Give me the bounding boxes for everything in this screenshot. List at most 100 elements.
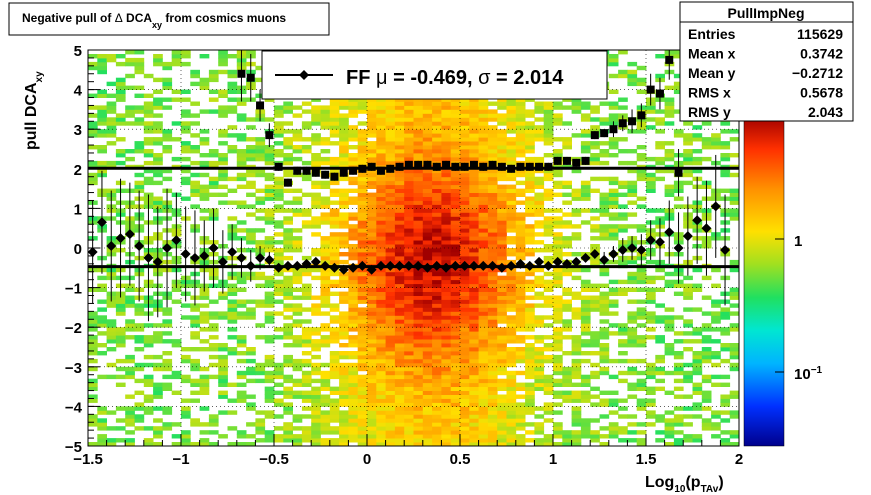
heatmap-cell	[311, 295, 321, 300]
heatmap-cell	[729, 434, 739, 439]
heatmap-cell	[218, 295, 228, 300]
heatmap-cell	[394, 145, 405, 150]
heatmap-cell	[506, 339, 517, 344]
heatmap-cell	[394, 204, 405, 209]
heatmap-cell	[590, 156, 600, 162]
heatmap-cell	[367, 434, 377, 439]
heatmap-cell	[199, 160, 210, 166]
heatmap-cell	[469, 248, 479, 253]
heatmap-cell	[125, 303, 135, 308]
heatmap-cell	[181, 410, 191, 415]
heatmap-cell	[432, 402, 442, 407]
mean-point	[692, 215, 703, 226]
heatmap-cell	[450, 188, 461, 193]
heatmap-cell	[683, 283, 693, 288]
heatmap-cell	[385, 220, 396, 225]
heatmap-cell	[432, 145, 442, 150]
heatmap-cell	[497, 240, 507, 245]
heatmap-cell	[311, 378, 321, 384]
heatmap-cell	[292, 442, 303, 446]
heatmap-cell	[394, 374, 405, 380]
heatmap-cell	[385, 374, 396, 380]
heatmap-cell	[701, 378, 712, 384]
heatmap-cell	[478, 109, 489, 114]
heatmap-cell	[422, 236, 433, 241]
heatmap-cell	[506, 204, 517, 209]
heatmap-cell	[506, 248, 517, 253]
heatmap-cell	[534, 283, 545, 288]
heatmap-cell	[553, 303, 563, 308]
heatmap-cell	[357, 386, 368, 391]
heatmap-cell	[469, 362, 479, 368]
heatmap-cell	[655, 129, 665, 134]
heatmap-cell	[134, 184, 145, 189]
heatmap-cell	[413, 244, 424, 249]
heatmap-cell	[329, 117, 340, 122]
heatmap-cell	[460, 101, 470, 106]
heatmap-cell	[218, 156, 228, 162]
heatmap-cell	[497, 228, 507, 233]
mean-point	[645, 235, 656, 246]
y-tick-label: −2	[65, 320, 82, 337]
heatmap-cell	[97, 406, 107, 411]
heatmap-cell	[134, 180, 145, 186]
heatmap-cell	[171, 374, 182, 380]
heatmap-cell	[274, 382, 284, 387]
heatmap-cell	[320, 117, 331, 122]
heatmap-cell	[385, 422, 396, 427]
heatmap-cell	[683, 291, 693, 296]
heatmap-cell	[506, 303, 517, 308]
heatmap-cell	[441, 319, 452, 324]
heatmap-cell	[553, 279, 563, 285]
heatmap-cell	[246, 172, 256, 178]
heatmap-cell	[590, 351, 600, 356]
heatmap-cell	[646, 362, 656, 368]
heatmap-cell	[487, 331, 498, 336]
heatmap-cell	[236, 228, 247, 233]
heatmap-cell	[404, 224, 414, 229]
heatmap-cell	[683, 438, 693, 443]
heatmap-cell	[673, 351, 684, 356]
heatmap-cell	[478, 303, 489, 308]
heatmap-cell	[469, 212, 479, 217]
heatmap-cell	[357, 200, 368, 205]
heatmap-cell	[487, 117, 498, 122]
heatmap-cell	[534, 414, 545, 419]
heatmap-cell	[534, 204, 545, 209]
heatmap-cell	[692, 358, 703, 364]
stats-label: RMS x	[688, 85, 731, 101]
heatmap-cell	[432, 117, 442, 122]
heatmap-cell	[376, 180, 386, 186]
heatmap-cell	[376, 255, 386, 261]
heatmap-cell	[134, 418, 145, 423]
heatmap-cell	[208, 89, 219, 94]
heatmap-cell	[515, 386, 526, 391]
mean-point	[143, 252, 154, 263]
sigma-point	[386, 164, 395, 173]
heatmap-cell	[525, 386, 535, 391]
heatmap-cell	[376, 430, 386, 435]
heatmap-cell	[534, 101, 545, 106]
heatmap-cell	[394, 232, 405, 237]
heatmap-cell	[339, 200, 349, 205]
heatmap-cell	[394, 105, 405, 110]
heatmap-cell	[385, 212, 396, 217]
heatmap-cell	[460, 283, 470, 288]
heatmap-cell	[432, 362, 442, 368]
heatmap-cell	[394, 279, 405, 285]
y-tick-label: 5	[74, 43, 82, 60]
heatmap-cell	[534, 323, 545, 328]
heatmap-cell	[422, 212, 433, 217]
heatmap-cell	[506, 438, 517, 443]
heatmap-cell	[580, 331, 591, 336]
heatmap-cell	[348, 390, 359, 395]
heatmap-cell	[413, 386, 424, 391]
heatmap-cell	[720, 442, 731, 446]
heatmap-cell	[385, 172, 396, 178]
heatmap-cell	[283, 216, 293, 221]
heatmap-cell	[469, 410, 479, 415]
heatmap-cell	[115, 81, 126, 87]
sigma-point	[479, 162, 488, 171]
heatmap-cell	[487, 303, 498, 308]
heatmap-cell	[181, 358, 191, 364]
